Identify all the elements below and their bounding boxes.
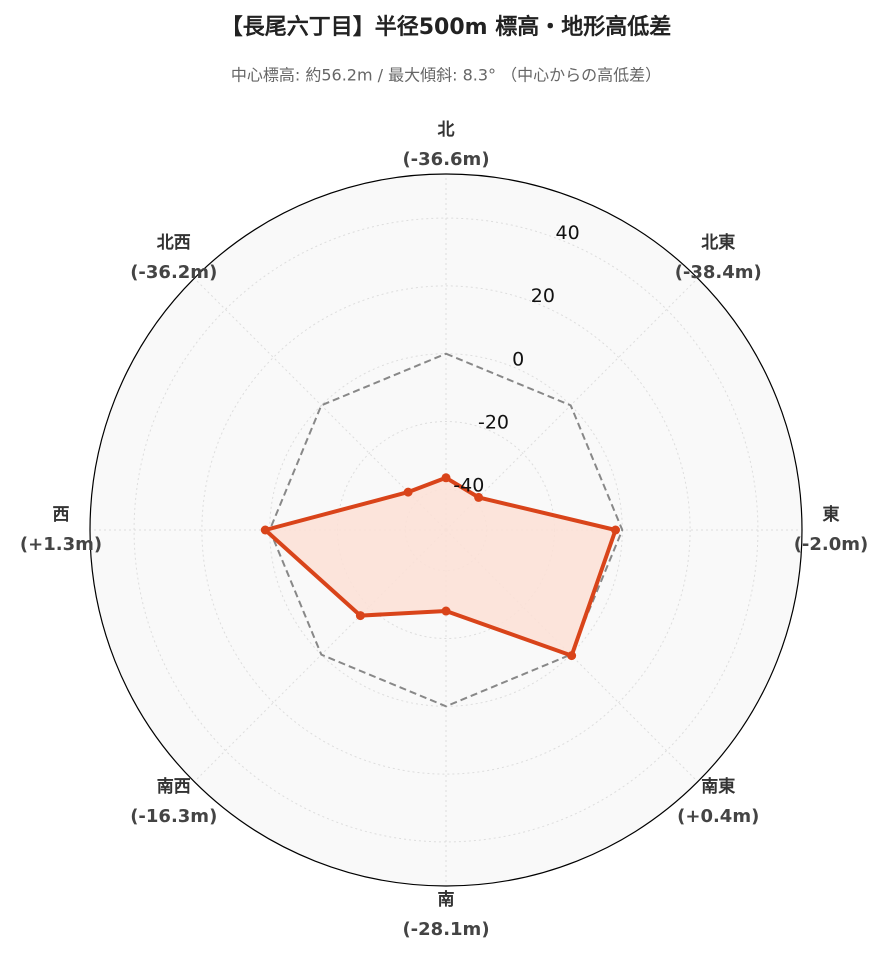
grid-circle bbox=[201, 285, 691, 775]
r-tick-label: -20 bbox=[478, 411, 509, 433]
category-label: 東 bbox=[823, 504, 840, 525]
category-label: 南西 bbox=[157, 776, 191, 797]
category-label: 北 bbox=[438, 120, 455, 140]
spoke bbox=[445, 277, 699, 531]
value-label: (-36.6m) bbox=[402, 149, 489, 170]
data-point bbox=[441, 473, 451, 483]
category-label: 北西 bbox=[157, 233, 191, 253]
data-point bbox=[355, 611, 365, 621]
data-point bbox=[567, 651, 577, 661]
spoke bbox=[193, 529, 447, 783]
value-label: (+0.4m) bbox=[677, 806, 759, 827]
category-label: 北東 bbox=[701, 232, 735, 253]
category-label: 南東 bbox=[701, 776, 735, 797]
value-label: (-36.2m) bbox=[130, 262, 217, 283]
value-label: (+1.3m) bbox=[20, 534, 102, 555]
chart-subtitle: 中心標高: 約56.2m / 最大傾斜: 8.3° （中心からの高低差） bbox=[231, 66, 661, 85]
spoke bbox=[445, 529, 699, 783]
value-label: (-28.1m) bbox=[402, 919, 489, 940]
category-label: 南 bbox=[438, 889, 455, 910]
r-tick-label: 20 bbox=[531, 285, 555, 307]
spoke bbox=[193, 277, 447, 531]
value-label: (-38.4m) bbox=[675, 262, 762, 283]
plot-border bbox=[89, 173, 803, 887]
r-tick-label: 0 bbox=[512, 348, 524, 370]
data-point bbox=[441, 606, 451, 616]
value-label: (-2.0m) bbox=[794, 534, 869, 555]
r-tick-label: 40 bbox=[555, 222, 579, 244]
chart-title: 【長尾六丁目】半径500m 標高・地形高低差 bbox=[221, 14, 672, 40]
data-point bbox=[611, 525, 621, 535]
r-tick-label: -40 bbox=[453, 475, 484, 497]
category-label: 西 bbox=[53, 505, 70, 525]
data-point bbox=[403, 487, 413, 497]
value-label: (-16.3m) bbox=[130, 806, 217, 827]
data-point bbox=[260, 525, 270, 535]
reference-line bbox=[268, 352, 624, 708]
data-point bbox=[474, 492, 484, 502]
